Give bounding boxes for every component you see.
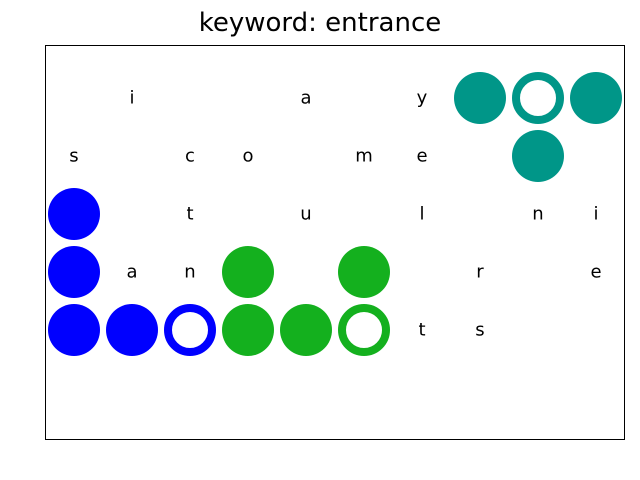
board-letter[interactable]: t [418, 319, 426, 341]
board-letter[interactable]: y [416, 87, 428, 109]
board-letter[interactable]: r [476, 261, 484, 283]
board-letter[interactable]: n [184, 261, 196, 283]
ring-piece-green[interactable] [337, 303, 391, 357]
filled-piece-blue[interactable] [47, 187, 101, 241]
board-letter[interactable]: e [590, 261, 602, 283]
board-letter[interactable]: t [186, 203, 194, 225]
puzzle-title: keyword: entrance [198, 8, 442, 38]
filled-piece-teal[interactable] [511, 129, 565, 183]
filled-piece-blue[interactable] [47, 245, 101, 299]
board-letter[interactable]: e [416, 145, 428, 167]
filled-piece-green[interactable] [221, 303, 275, 357]
board-letter[interactable]: i [129, 87, 135, 109]
board-letter[interactable]: s [69, 145, 79, 167]
filled-piece-green[interactable] [221, 245, 275, 299]
filled-piece-teal[interactable] [569, 71, 623, 125]
board-letter[interactable]: c [185, 145, 195, 167]
board-letter[interactable]: l [419, 203, 425, 225]
filled-piece-green[interactable] [279, 303, 333, 357]
ring-piece-blue[interactable] [163, 303, 217, 357]
filled-piece-blue[interactable] [47, 303, 101, 357]
board-letter[interactable]: i [593, 203, 599, 225]
board-letter[interactable]: u [300, 203, 312, 225]
board-letter[interactable]: s [475, 319, 485, 341]
filled-piece-green[interactable] [337, 245, 391, 299]
game-board[interactable]: i a y s c o m e t u l n i a n r e t s [45, 45, 625, 440]
board-letter[interactable]: m [355, 145, 373, 167]
board-letter[interactable]: a [126, 261, 138, 283]
board-letter[interactable]: o [242, 145, 254, 167]
filled-piece-blue[interactable] [105, 303, 159, 357]
board-letter[interactable]: n [532, 203, 544, 225]
ring-piece-teal[interactable] [511, 71, 565, 125]
filled-piece-teal[interactable] [453, 71, 507, 125]
board-letter[interactable]: a [300, 87, 312, 109]
